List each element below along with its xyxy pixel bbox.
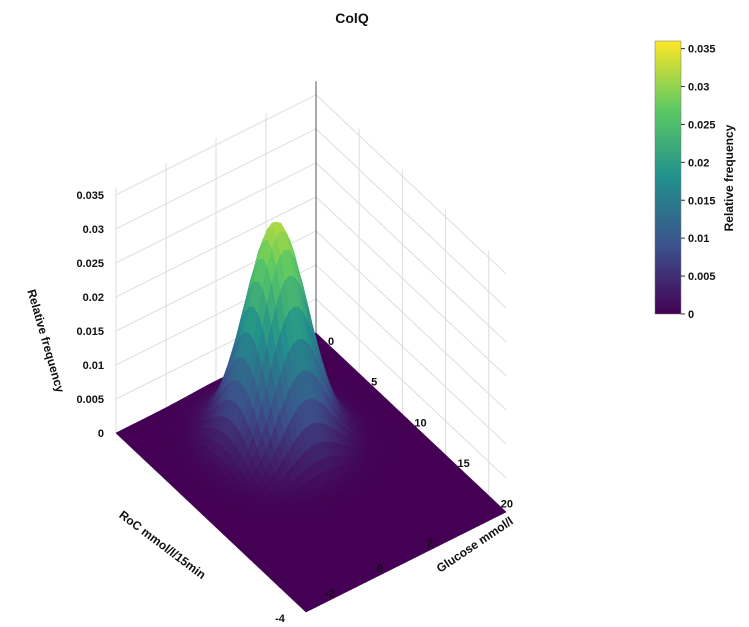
- z-tick-label: 0.005: [76, 394, 104, 406]
- z-tick-label: 0.03: [83, 224, 104, 236]
- colorbar-tick-label: 0.005: [688, 271, 716, 283]
- z-tick-label: 0.035: [76, 190, 104, 202]
- y-tick-label: 15: [458, 458, 470, 470]
- colorbar-tick-label: 0: [688, 309, 694, 321]
- grid-line: [115, 94, 507, 275]
- z-tick-label: 0.02: [83, 292, 104, 304]
- colorbar-title: Relative frequency: [722, 124, 736, 231]
- colorbar-tick-label: 0.02: [688, 157, 709, 169]
- y-tick-label: 0: [328, 336, 334, 348]
- x-tick-label: -2: [325, 588, 335, 600]
- x-tick-label: 2: [427, 538, 433, 550]
- chart-title: ColQ: [335, 10, 369, 26]
- y-tick-label: 5: [371, 377, 377, 389]
- colorbar-tick-label: 0.015: [688, 195, 716, 207]
- z-tick-label: 0.015: [76, 326, 104, 338]
- colorbar-ticks: 0 0.005 0.01 0.015 0.02 0.025 0.03 0.035: [681, 44, 716, 321]
- colorbar-tick-label: 0.01: [688, 233, 709, 245]
- x-axis-label: RoC mmol/l/15min: [116, 508, 208, 582]
- colorbar-tick-label: 0.03: [688, 82, 709, 94]
- surface-cell: [301, 605, 312, 613]
- surface-plot: [115, 221, 507, 613]
- z-axis-label: Relative frequency: [24, 288, 67, 395]
- y-tick-label: 20: [501, 499, 513, 511]
- y-tick-label: 10: [414, 417, 426, 429]
- z-tick-label: 0.025: [76, 258, 104, 270]
- colorbar-tick-label: 0.035: [688, 44, 716, 56]
- colorbar: 0 0.005 0.01 0.015 0.02 0.025 0.03 0.035 Relati…: [654, 40, 736, 321]
- colorbar-tick-label: 0.025: [688, 119, 716, 131]
- colorbar-gradient: [654, 40, 682, 315]
- z-tick-label: 0: [98, 428, 104, 440]
- z-tick-label: 0.01: [83, 360, 104, 372]
- axis-ticks: 00.0050.010.0150.020.0250.030.035-4-2020…: [76, 190, 513, 625]
- x-tick-label: 0: [377, 563, 383, 575]
- x-tick-label: -4: [275, 613, 286, 625]
